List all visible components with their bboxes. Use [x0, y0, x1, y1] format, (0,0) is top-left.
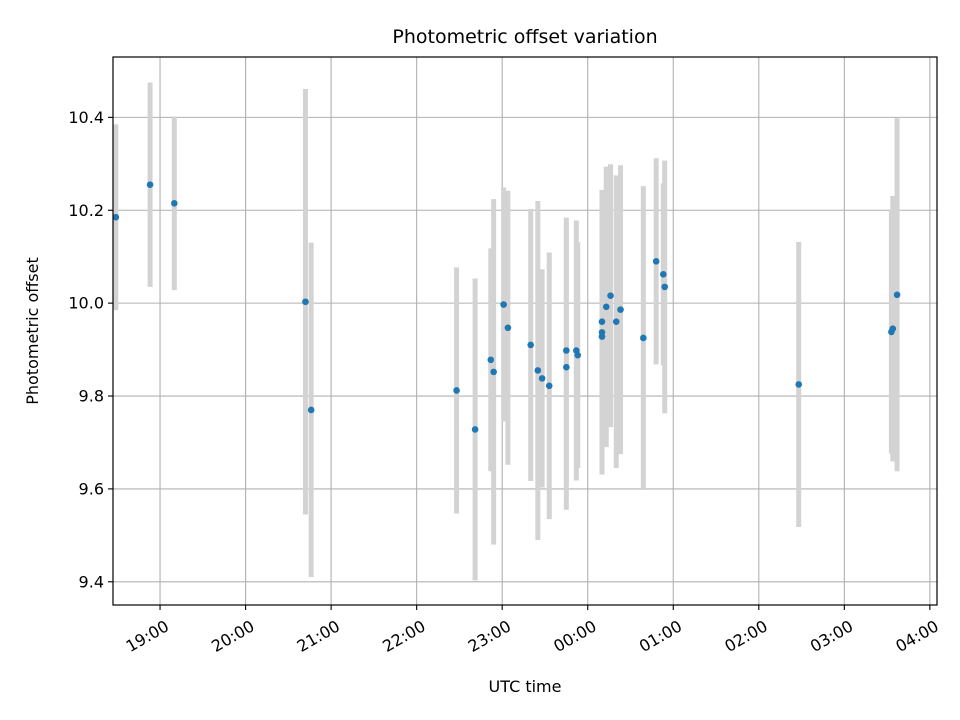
- errorbars: [113, 82, 900, 581]
- y-tick-label: 9.6: [79, 479, 104, 498]
- data-point: [598, 329, 606, 336]
- data-point: [527, 341, 535, 349]
- data-point: [659, 271, 667, 278]
- data-point: [661, 283, 669, 291]
- data-point: [607, 292, 614, 300]
- data-point: [652, 258, 660, 265]
- data-point: [612, 318, 620, 326]
- x-tick-label: 20:00: [208, 616, 257, 656]
- y-tick-label: 10.2: [68, 201, 104, 220]
- data-point: [302, 298, 309, 306]
- data-point: [795, 381, 803, 388]
- grid: [113, 57, 937, 605]
- data-point: [563, 347, 570, 354]
- y-tick-label: 10.0: [68, 294, 104, 313]
- data-point: [171, 199, 178, 207]
- chart-title: Photometric offset variation: [392, 26, 657, 48]
- data-point: [889, 325, 897, 332]
- x-tick-label: 02:00: [721, 616, 770, 656]
- data-point: [307, 406, 315, 414]
- data-point: [893, 291, 901, 299]
- data-point: [504, 324, 512, 332]
- x-tick-label: 04:00: [892, 616, 941, 656]
- plot-area-frame: [112, 56, 938, 606]
- data-point: [534, 367, 542, 374]
- y-tick-label: 10.4: [68, 108, 104, 127]
- data-point: [146, 181, 154, 189]
- data-point: [487, 356, 495, 364]
- data-point: [602, 303, 610, 311]
- x-tick-label: 03:00: [807, 616, 856, 656]
- data-point: [545, 382, 553, 390]
- y-tick-label: 9.8: [79, 387, 104, 406]
- x-tick-label: 22:00: [379, 616, 428, 656]
- data-point: [471, 426, 479, 433]
- x-tick-label: 21:00: [294, 616, 343, 656]
- data-point: [490, 368, 497, 376]
- data-point: [598, 318, 606, 326]
- data-point: [500, 301, 507, 308]
- y-axis-ticks: 9.4 9.6 9.8 10.0 10.2 10.4: [68, 108, 113, 591]
- data-point: [617, 306, 624, 313]
- data-points: [112, 181, 901, 433]
- x-tick-label: 01:00: [636, 616, 685, 656]
- y-axis-title: Photometric offset: [23, 257, 42, 405]
- x-tick-label: 19:00: [123, 616, 172, 656]
- data-point: [453, 387, 460, 394]
- data-point: [563, 363, 570, 371]
- x-tick-label: 00:00: [550, 616, 599, 656]
- data-point: [640, 334, 647, 342]
- x-tick-label: 23:00: [465, 616, 514, 656]
- y-tick-label: 9.4: [79, 572, 104, 591]
- data-point: [112, 213, 120, 221]
- x-axis-title: UTC time: [489, 677, 562, 696]
- data-point: [538, 375, 546, 382]
- data-point: [574, 351, 582, 359]
- x-axis-ticks: 19:00 20:00 21:00 22:00 23:00 00:00 01:00 02:00…: [123, 605, 942, 656]
